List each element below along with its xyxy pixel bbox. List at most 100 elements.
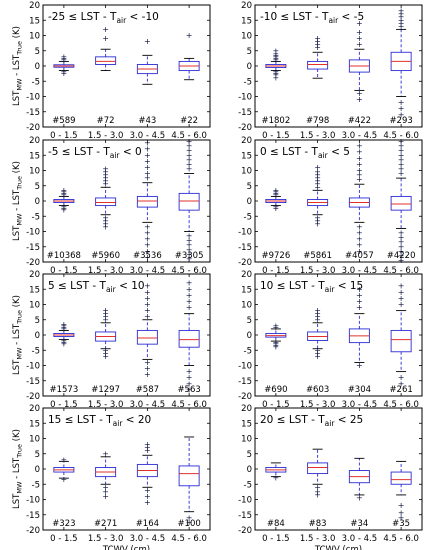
y-tick-label: -20 xyxy=(238,123,252,133)
flier: + xyxy=(61,54,68,63)
flier: + xyxy=(398,229,405,238)
flier: + xyxy=(398,379,405,388)
flier: + xyxy=(144,440,151,449)
y-tick-label: 20 xyxy=(241,1,252,11)
flier: + xyxy=(273,55,280,64)
flier: + xyxy=(144,492,151,501)
x-tick-label: 1.5 - 3.0 xyxy=(88,266,124,276)
panel-title: -25 ≤ LST - Tair < -10 xyxy=(48,11,159,25)
sample-count: #1802 xyxy=(261,116,290,126)
x-tick-label: 3.0 - 4.5 xyxy=(130,266,166,276)
y-tick-label: 0 xyxy=(35,197,40,207)
flier: + xyxy=(356,285,363,294)
flier: + xyxy=(398,233,405,242)
flier: + xyxy=(398,13,405,22)
flier: + xyxy=(102,213,109,222)
y-tick-label: 5 xyxy=(35,316,40,326)
x-tick-label: 0 - 1.5 xyxy=(262,266,289,276)
flier: + xyxy=(102,177,109,186)
y-tick-label: 0 xyxy=(247,197,252,207)
box-iqr xyxy=(136,329,158,345)
flier: + xyxy=(273,341,280,350)
flier: + xyxy=(398,22,405,31)
flier: + xyxy=(144,145,151,154)
flier: + xyxy=(273,321,280,330)
flier: + xyxy=(144,37,151,46)
x-axis-label: TCWV (cm) xyxy=(314,545,362,550)
y-tick-label: -5 xyxy=(32,480,40,490)
y-tick-label: -5 xyxy=(244,212,252,222)
y-tick-label: 15 xyxy=(241,151,252,161)
flier: + xyxy=(144,229,151,238)
flier: + xyxy=(186,303,193,312)
flier: + xyxy=(398,242,405,251)
y-tick-label: 20 xyxy=(29,270,40,280)
y-tick-label: -5 xyxy=(32,346,40,356)
flier: + xyxy=(398,155,405,164)
sample-count: #164 xyxy=(136,519,159,529)
flier: + xyxy=(186,232,193,241)
flier: + xyxy=(314,306,321,315)
flier: + xyxy=(356,291,363,300)
flier: + xyxy=(398,288,405,297)
flier: + xyxy=(61,68,68,77)
sample-count: #83 xyxy=(309,519,327,529)
flier: + xyxy=(144,282,151,291)
y-tick-label: -20 xyxy=(26,392,40,402)
sample-count: #690 xyxy=(264,385,287,395)
y-tick-label: -5 xyxy=(32,77,40,87)
x-tick-label: 0 - 1.5 xyxy=(50,266,77,276)
y-tick-label: -10 xyxy=(238,228,252,238)
flier: + xyxy=(186,160,193,169)
flier: + xyxy=(144,247,151,256)
sample-count: #587 xyxy=(136,385,159,395)
flier: + xyxy=(398,169,405,178)
x-tick-label: 4.5 - 6.0 xyxy=(383,534,419,544)
flier: + xyxy=(314,37,321,46)
y-tick-label: -5 xyxy=(244,480,252,490)
x-tick-label: 4.5 - 6.0 xyxy=(383,266,419,276)
y-tick-label: -15 xyxy=(26,243,40,253)
x-tick-label: 3.0 - 4.5 xyxy=(342,131,378,141)
flier: + xyxy=(273,187,280,196)
flier: + xyxy=(398,294,405,303)
flier: + xyxy=(273,338,280,347)
flier: + xyxy=(144,364,151,373)
box-iqr xyxy=(307,60,329,70)
flier: + xyxy=(314,177,321,186)
flier: + xyxy=(61,206,68,215)
flier: + xyxy=(144,253,151,262)
sample-count: #589 xyxy=(52,116,75,126)
y-tick-label: 0 xyxy=(247,62,252,72)
y-tick-label: -5 xyxy=(244,77,252,87)
flier: + xyxy=(314,183,321,192)
flier: + xyxy=(273,189,280,198)
sample-count: #43 xyxy=(138,116,156,126)
y-tick-label: 10 xyxy=(29,32,40,42)
flier: + xyxy=(356,19,363,28)
sample-count: #5861 xyxy=(303,251,332,261)
flier: + xyxy=(102,309,109,318)
flier: + xyxy=(273,204,280,213)
flier: + xyxy=(102,168,109,177)
sample-count: #5960 xyxy=(91,251,120,261)
y-axis-label: LSTMW - LSTTrue (K) xyxy=(12,26,24,106)
flier: + xyxy=(314,315,321,324)
sample-count: #1297 xyxy=(91,385,120,395)
flier: + xyxy=(273,340,280,349)
sample-count: #3536 xyxy=(133,251,162,261)
y-tick-label: 20 xyxy=(241,404,252,414)
y-tick-label: 20 xyxy=(29,136,40,146)
sample-count: #100 xyxy=(177,519,200,529)
flier: + xyxy=(398,282,405,291)
flier: + xyxy=(398,509,405,518)
y-tick-label: 0 xyxy=(247,331,252,341)
flier: + xyxy=(102,352,109,361)
y-tick-label: 10 xyxy=(29,167,40,177)
sample-count: #293 xyxy=(389,116,412,126)
flier: + xyxy=(102,449,109,458)
flier: + xyxy=(398,300,405,309)
